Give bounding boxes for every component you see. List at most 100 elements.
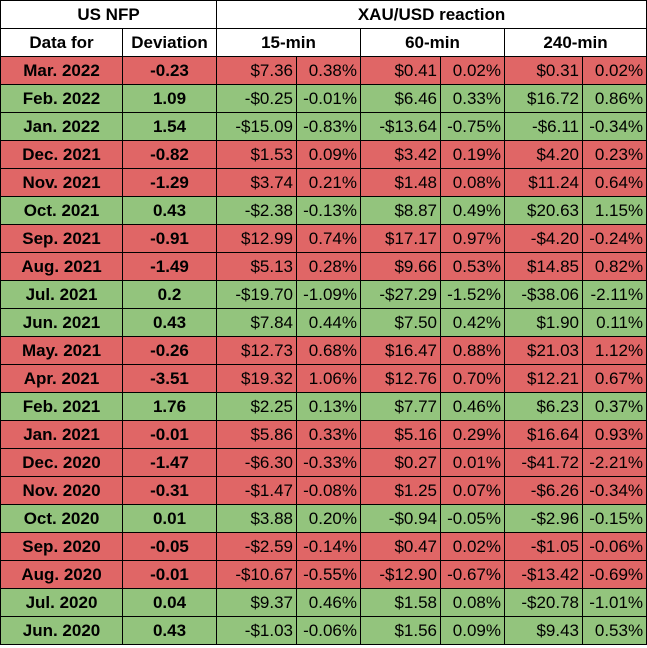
change-15min-pct: 0.09%	[296, 140, 361, 169]
table-row: Jan. 2021 -0.01 $5.86 0.33% $5.16 0.29% $16.64…	[0, 420, 647, 449]
change-15min-usd: $9.37	[216, 588, 297, 617]
change-60min-pct: 0.07%	[440, 476, 505, 505]
change-240min-usd: $14.85	[504, 252, 583, 281]
change-60min-usd: $1.48	[360, 168, 441, 197]
change-240min-usd: -$6.26	[504, 476, 583, 505]
change-60min-usd: $1.25	[360, 476, 441, 505]
date-cell: Nov. 2021	[0, 168, 123, 197]
date-cell: Feb. 2021	[0, 392, 123, 421]
change-240min-usd: -$2.96	[504, 504, 583, 533]
change-15min-usd: -$2.59	[216, 532, 297, 561]
date-cell: Jul. 2021	[0, 280, 123, 309]
table-row: May. 2021 -0.26 $12.73 0.68% $16.47 0.88% $21.…	[0, 336, 647, 365]
change-60min-usd: $6.46	[360, 84, 441, 113]
change-240min-usd: -$6.11	[504, 112, 583, 141]
change-240min-pct: -0.69%	[581, 560, 647, 589]
deviation-cell: -0.23	[122, 56, 217, 85]
change-240min-usd: $9.43	[504, 616, 583, 645]
date-cell: Nov. 2020	[0, 476, 123, 505]
deviation-cell: 0.04	[122, 588, 217, 617]
change-240min-usd: $11.24	[504, 168, 583, 197]
change-240min-pct: 0.23%	[581, 140, 647, 169]
change-240min-pct: -0.24%	[581, 224, 647, 253]
change-15min-pct: 0.74%	[296, 224, 361, 253]
date-cell: Apr. 2021	[0, 364, 123, 393]
change-240min-pct: 0.11%	[581, 308, 647, 337]
deviation-cell: 1.09	[122, 84, 217, 113]
change-240min-usd: $4.20	[504, 140, 583, 169]
change-15min-pct: -0.83%	[296, 112, 361, 141]
deviation-cell: -1.49	[122, 252, 217, 281]
date-cell: Oct. 2021	[0, 196, 123, 225]
date-cell: Dec. 2020	[0, 448, 123, 477]
change-60min-pct: -0.05%	[440, 504, 505, 533]
change-15min-pct: -0.33%	[296, 448, 361, 477]
deviation-cell: -0.91	[122, 224, 217, 253]
change-240min-usd: -$38.06	[504, 280, 583, 309]
table-row: Jan. 2022 1.54 -$15.09 -0.83% -$13.64 -0.75% -…	[0, 112, 647, 141]
date-cell: Mar. 2022	[0, 56, 123, 85]
us-nfp-header: US NFP	[0, 0, 217, 29]
change-60min-usd: -$13.64	[360, 112, 441, 141]
change-60min-pct: 0.70%	[440, 364, 505, 393]
table-row: Mar. 2022 -0.23 $7.36 0.38% $0.41 0.02% $0.31 0…	[0, 56, 647, 85]
change-240min-pct: 0.86%	[581, 84, 647, 113]
change-240min-pct: -0.34%	[581, 112, 647, 141]
change-60min-usd: $1.56	[360, 616, 441, 645]
change-240min-usd: $1.90	[504, 308, 583, 337]
change-15min-usd: $19.32	[216, 364, 297, 393]
change-15min-usd: $5.86	[216, 420, 297, 449]
date-cell: Oct. 2020	[0, 504, 123, 533]
deviation-cell: 1.76	[122, 392, 217, 421]
change-60min-pct: 0.29%	[440, 420, 505, 449]
table-row: Sep. 2021 -0.91 $12.99 0.74% $17.17 0.97% -$4.…	[0, 224, 647, 253]
change-15min-pct: -0.01%	[296, 84, 361, 113]
change-15min-pct: -0.13%	[296, 196, 361, 225]
change-60min-pct: -0.75%	[440, 112, 505, 141]
deviation-cell: -1.29	[122, 168, 217, 197]
change-240min-pct: 0.93%	[581, 420, 647, 449]
change-240min-pct: 1.15%	[581, 196, 647, 225]
change-15min-usd: -$0.25	[216, 84, 297, 113]
change-60min-usd: -$12.90	[360, 560, 441, 589]
change-240min-pct: 0.02%	[581, 56, 647, 85]
change-15min-usd: -$10.67	[216, 560, 297, 589]
table-row: Aug. 2020 -0.01 -$10.67 -0.55% -$12.90 -0.67%…	[0, 560, 647, 589]
deviation-cell: -0.82	[122, 140, 217, 169]
deviation-cell: 0.43	[122, 616, 217, 645]
table-row: Feb. 2021 1.76 $2.25 0.13% $7.77 0.46% $6.23 0.…	[0, 392, 647, 421]
xauusd-reaction-header: XAU/USD reaction	[215, 0, 647, 29]
change-60min-usd: $8.87	[360, 196, 441, 225]
change-240min-usd: $16.72	[504, 84, 583, 113]
date-cell: May. 2021	[0, 336, 123, 365]
change-240min-pct: -2.21%	[581, 448, 647, 477]
change-15min-usd: $12.73	[216, 336, 297, 365]
change-240min-usd: -$1.05	[504, 532, 583, 561]
change-60min-pct: 0.02%	[440, 56, 505, 85]
change-60min-pct: 0.46%	[440, 392, 505, 421]
change-240min-pct: 0.64%	[581, 168, 647, 197]
column-header-row: Data for Deviation 15-min 60-min 240-min	[0, 28, 647, 57]
change-15min-pct: 0.13%	[296, 392, 361, 421]
change-60min-usd: $0.47	[360, 532, 441, 561]
deviation-cell: -0.26	[122, 336, 217, 365]
deviation-cell: -1.47	[122, 448, 217, 477]
change-60min-usd: -$27.29	[360, 280, 441, 309]
col-header-deviation: Deviation	[122, 28, 217, 57]
date-cell: Jan. 2021	[0, 420, 123, 449]
deviation-cell: 0.43	[122, 196, 217, 225]
table-row: Oct. 2021 0.43 -$2.38 -0.13% $8.87 0.49% $20.6…	[0, 196, 647, 225]
change-15min-pct: 0.68%	[296, 336, 361, 365]
change-15min-usd: -$1.47	[216, 476, 297, 505]
change-240min-pct: -0.34%	[581, 476, 647, 505]
change-60min-pct: 0.19%	[440, 140, 505, 169]
change-60min-pct: 0.01%	[440, 448, 505, 477]
change-240min-pct: -0.15%	[581, 504, 647, 533]
change-240min-usd: -$13.42	[504, 560, 583, 589]
col-header-240min: 240-min	[503, 28, 647, 57]
change-15min-usd: $1.53	[216, 140, 297, 169]
col-header-date: Data for	[0, 28, 123, 57]
change-15min-usd: $3.74	[216, 168, 297, 197]
table-row: Apr. 2021 -3.51 $19.32 1.06% $12.76 0.70% $12.…	[0, 364, 647, 393]
